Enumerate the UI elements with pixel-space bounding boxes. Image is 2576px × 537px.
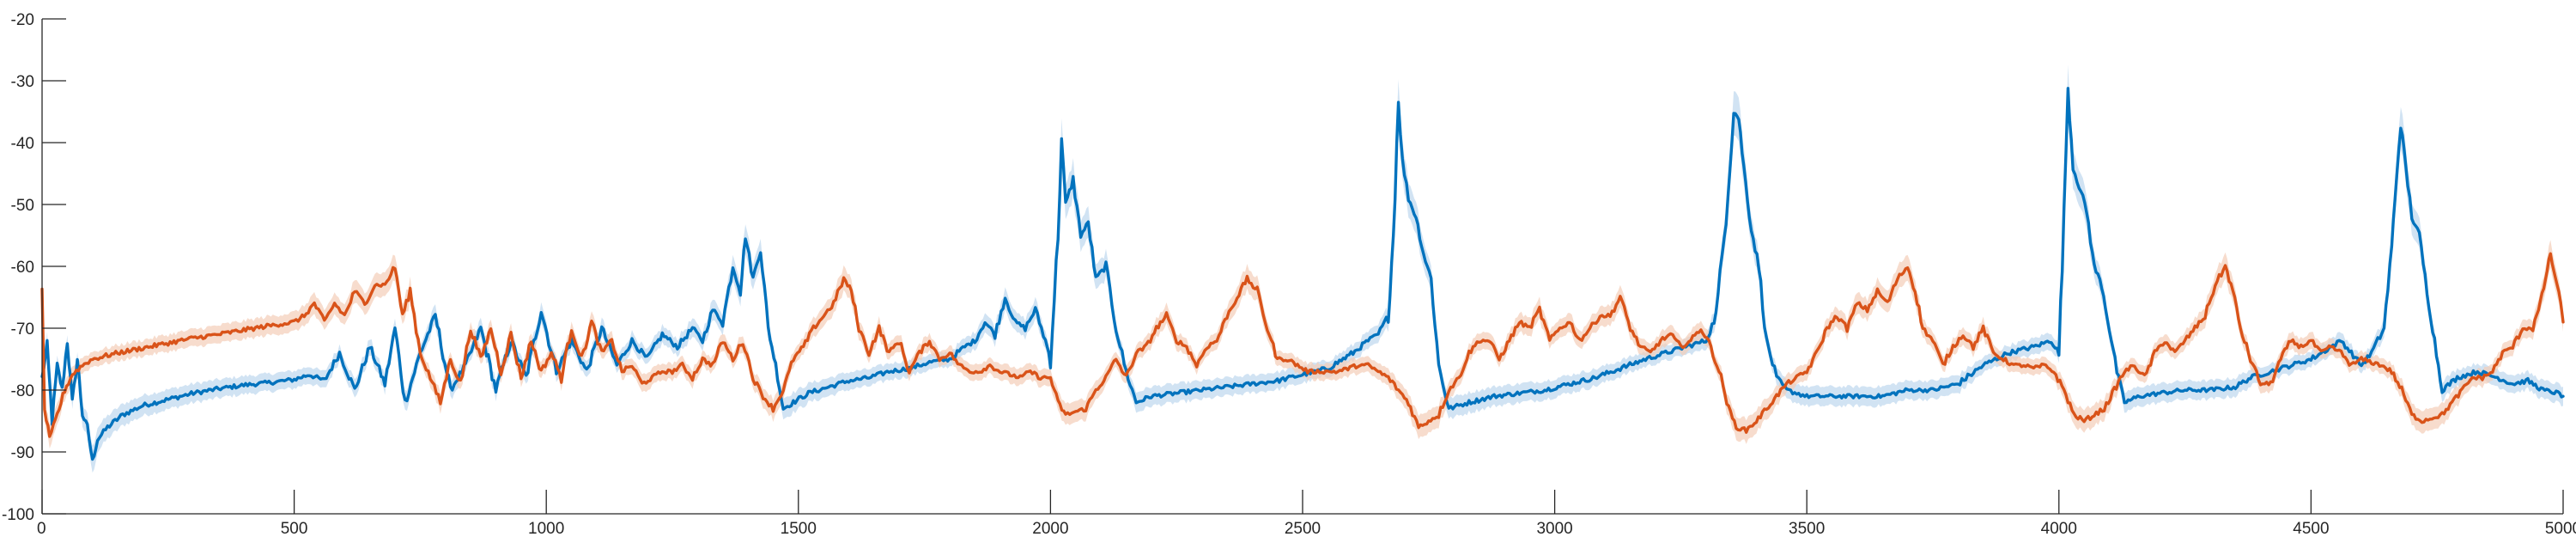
y-tick-label: -70 (11, 320, 34, 339)
y-tick-label: -20 (11, 11, 34, 29)
y-ticks: -100 -90 -80 -70 -60 -50 -40 -30 -20 (2, 11, 66, 524)
series-line-1 (40, 87, 2565, 461)
x-tick-label: 4500 (2293, 520, 2329, 537)
x-tick-label: 3500 (1789, 520, 1825, 537)
x-tick-label: 500 (281, 520, 308, 537)
x-tick-label: 0 (37, 520, 46, 537)
y-tick-label: -60 (11, 259, 34, 277)
y-tick-label: -30 (11, 73, 34, 91)
x-tick-label: 1500 (781, 520, 817, 537)
series-lines (40, 87, 2565, 461)
y-tick-label: -90 (11, 444, 34, 462)
y-tick-label: -100 (2, 506, 34, 524)
x-ticks: 0 500 1000 1500 2000 2500 3000 3500 4000 4500 5000 (37, 490, 2576, 537)
y-tick-label: -40 (11, 135, 34, 153)
y-tick-label: -80 (11, 382, 34, 400)
x-tick-label: 2500 (1285, 520, 1321, 537)
series-band-1 (42, 64, 2563, 473)
x-tick-label: 5000 (2545, 520, 2576, 537)
x-tick-label: 1000 (528, 520, 564, 537)
x-tick-label: 4000 (2041, 520, 2077, 537)
confidence-bands (42, 64, 2563, 473)
y-tick-label: -50 (11, 197, 34, 215)
axes (41, 19, 2563, 515)
x-tick-label: 2000 (1032, 520, 1068, 537)
series-line-2 (40, 252, 2565, 438)
x-tick-label: 3000 (1536, 520, 1572, 537)
